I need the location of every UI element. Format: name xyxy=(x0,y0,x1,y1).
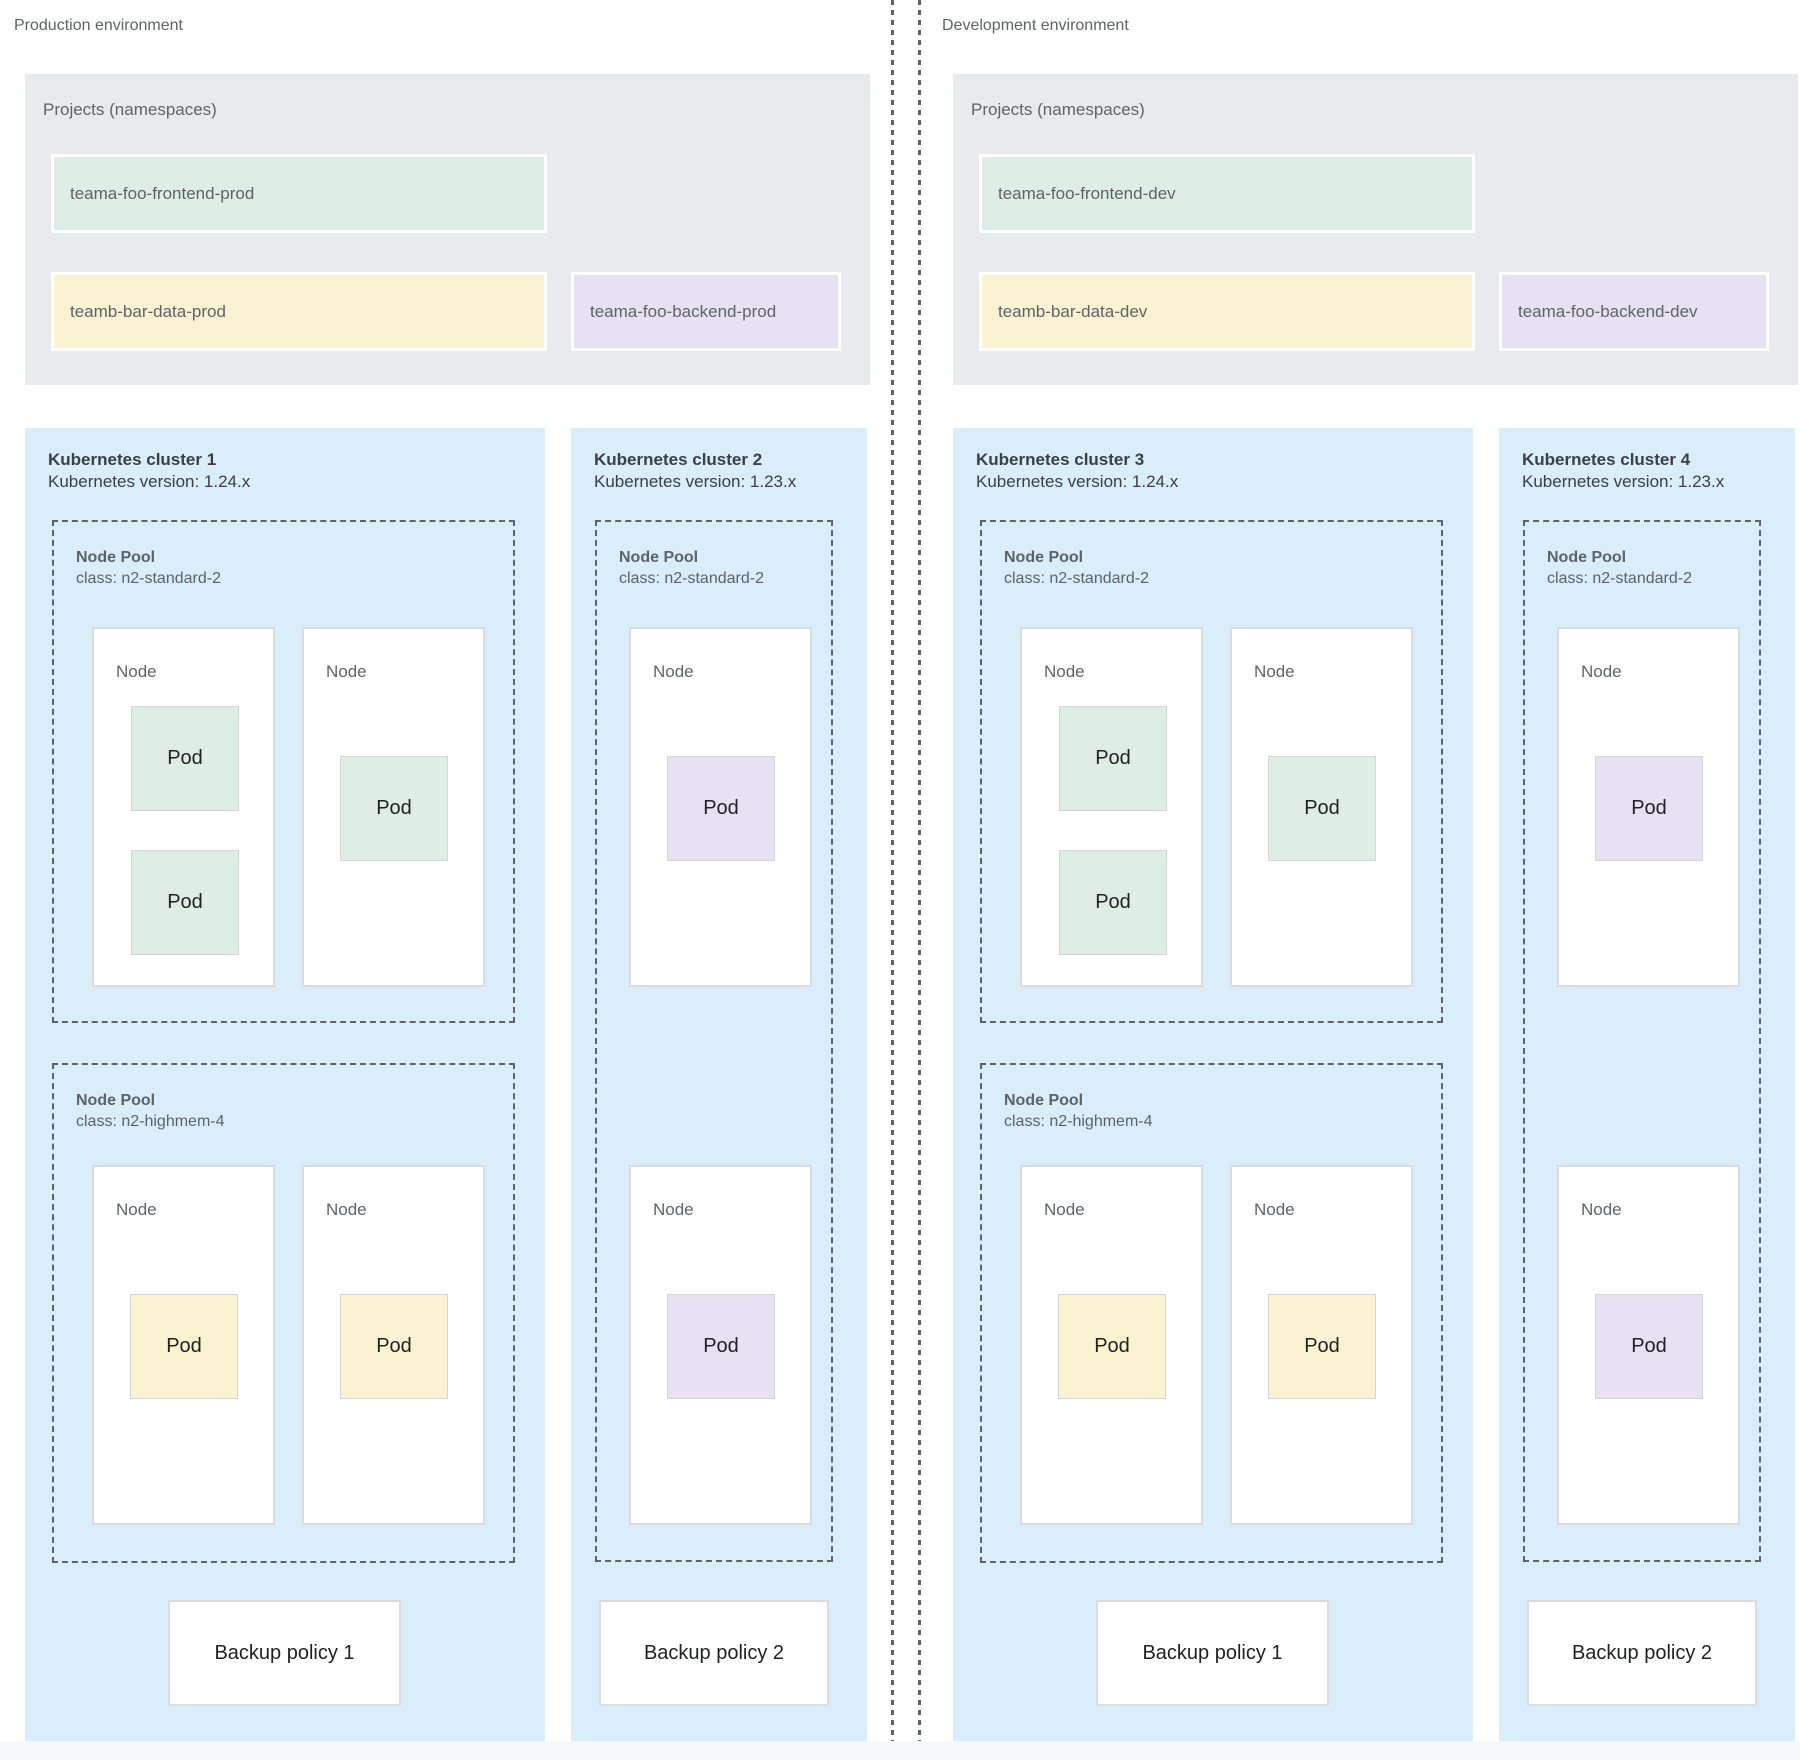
pod-box: Pod xyxy=(1059,850,1167,955)
project-namespace-box: teama-foo-backend-prod xyxy=(571,272,841,351)
node-label: Node xyxy=(326,1200,367,1219)
pod-box: Pod xyxy=(1059,706,1167,811)
cluster-version: Kubernetes version: 1.24.x xyxy=(976,472,1179,491)
node-label: Node xyxy=(1044,1200,1085,1219)
pod-box: Pod xyxy=(667,1294,775,1399)
node-box: Node Pod xyxy=(1230,1165,1413,1525)
node-label: Node xyxy=(326,662,367,681)
pod-box: Pod xyxy=(130,1294,238,1399)
pod-box: Pod xyxy=(1595,756,1703,861)
pod-box: Pod xyxy=(131,850,239,955)
project-namespace-box: teama-foo-backend-dev xyxy=(1499,272,1769,351)
node-label: Node xyxy=(653,1200,694,1219)
development-environment-section: Development environment Projects (namesp… xyxy=(928,0,1800,1760)
node-pool-class: class: n2-standard-2 xyxy=(1547,570,1692,587)
node-label: Node xyxy=(116,662,157,681)
node-pool-box: Node Pool class: n2-standard-2 Node Pod … xyxy=(980,520,1443,1023)
kubernetes-cluster-box: Kubernetes cluster 1 Kubernetes version:… xyxy=(25,428,545,1741)
projects-namespaces-panel: Projects (namespaces) teama-foo-frontend… xyxy=(953,74,1798,385)
cluster-version: Kubernetes version: 1.24.x xyxy=(48,472,251,491)
kubernetes-cluster-box: Kubernetes cluster 2 Kubernetes version:… xyxy=(571,428,867,1741)
node-pool-box: Node Pool class: n2-highmem-4 Node Pod N… xyxy=(980,1063,1443,1563)
node-label: Node xyxy=(1581,1200,1622,1219)
node-pool-label: Node Pool xyxy=(1547,549,1627,566)
node-box: Node Pod xyxy=(302,627,485,987)
backup-policy-box: Backup policy 1 xyxy=(1096,1600,1329,1706)
pod-box: Pod xyxy=(1595,1294,1703,1399)
pod-box: Pod xyxy=(340,1294,448,1399)
node-label: Node xyxy=(1254,662,1295,681)
pod-box: Pod xyxy=(1268,1294,1376,1399)
node-pool-label: Node Pool xyxy=(1004,549,1084,566)
node-pool-class: class: n2-standard-2 xyxy=(1004,570,1149,587)
cluster-title: Kubernetes cluster 1 xyxy=(48,450,217,469)
node-pool-class: class: n2-highmem-4 xyxy=(1004,1113,1153,1130)
cluster-version: Kubernetes version: 1.23.x xyxy=(594,472,797,491)
projects-panel-title: Projects (namespaces) xyxy=(971,100,1145,119)
node-box: Node Pod xyxy=(1557,627,1740,987)
node-label: Node xyxy=(653,662,694,681)
cluster-title: Kubernetes cluster 4 xyxy=(1522,450,1691,469)
node-pool-label: Node Pool xyxy=(76,1092,156,1109)
node-box: Node Pod xyxy=(629,627,812,987)
projects-namespaces-panel: Projects (namespaces) teama-foo-frontend… xyxy=(25,74,870,385)
node-pool-box: Node Pool class: n2-standard-2 Node Pod … xyxy=(52,520,515,1023)
backup-policy-box: Backup policy 2 xyxy=(1527,1600,1757,1706)
node-pool-class: class: n2-standard-2 xyxy=(619,570,764,587)
environment-divider-line xyxy=(891,0,894,1760)
project-namespace-box: teamb-bar-data-dev xyxy=(979,272,1475,351)
node-box: Node Pod xyxy=(629,1165,812,1525)
node-box: Node Pod xyxy=(1557,1165,1740,1525)
project-namespace-box: teama-foo-frontend-dev xyxy=(979,154,1475,233)
production-environment-section: Production environment Projects (namespa… xyxy=(0,0,872,1760)
node-box: Node Pod xyxy=(1230,627,1413,987)
kubernetes-cluster-box: Kubernetes cluster 3 Kubernetes version:… xyxy=(953,428,1473,1741)
node-pool-box: Node Pool class: n2-standard-2 Node Pod … xyxy=(595,520,833,1562)
environment-label: Development environment xyxy=(942,17,1129,34)
project-namespace-box: teama-foo-frontend-prod xyxy=(51,154,547,233)
node-pool-label: Node Pool xyxy=(619,549,699,566)
backup-policy-box: Backup policy 2 xyxy=(599,1600,829,1706)
node-box: Node Pod xyxy=(1020,1165,1203,1525)
node-pool-class: class: n2-highmem-4 xyxy=(76,1113,225,1130)
project-namespace-box: teamb-bar-data-prod xyxy=(51,272,547,351)
node-box: Node Pod Pod xyxy=(92,627,275,987)
node-pool-class: class: n2-standard-2 xyxy=(76,570,221,587)
kubernetes-cluster-box: Kubernetes cluster 4 Kubernetes version:… xyxy=(1499,428,1795,1741)
node-pool-box: Node Pool class: n2-standard-2 Node Pod … xyxy=(1523,520,1761,1562)
node-pool-label: Node Pool xyxy=(76,549,156,566)
environment-label: Production environment xyxy=(14,17,183,34)
pod-box: Pod xyxy=(1268,756,1376,861)
pod-box: Pod xyxy=(1058,1294,1166,1399)
page-bottom-strip xyxy=(0,1741,1800,1760)
pod-box: Pod xyxy=(667,756,775,861)
projects-panel-title: Projects (namespaces) xyxy=(43,100,217,119)
environment-divider-line xyxy=(918,0,921,1760)
node-label: Node xyxy=(116,1200,157,1219)
backup-policy-box: Backup policy 1 xyxy=(168,1600,401,1706)
cluster-title: Kubernetes cluster 2 xyxy=(594,450,763,469)
node-label: Node xyxy=(1581,662,1622,681)
node-label: Node xyxy=(1044,662,1085,681)
pod-box: Pod xyxy=(340,756,448,861)
node-pool-box: Node Pool class: n2-highmem-4 Node Pod N… xyxy=(52,1063,515,1563)
node-box: Node Pod xyxy=(302,1165,485,1525)
node-box: Node Pod xyxy=(92,1165,275,1525)
cluster-title: Kubernetes cluster 3 xyxy=(976,450,1145,469)
cluster-version: Kubernetes version: 1.23.x xyxy=(1522,472,1725,491)
node-pool-label: Node Pool xyxy=(1004,1092,1084,1109)
node-label: Node xyxy=(1254,1200,1295,1219)
pod-box: Pod xyxy=(131,706,239,811)
node-box: Node Pod Pod xyxy=(1020,627,1203,987)
